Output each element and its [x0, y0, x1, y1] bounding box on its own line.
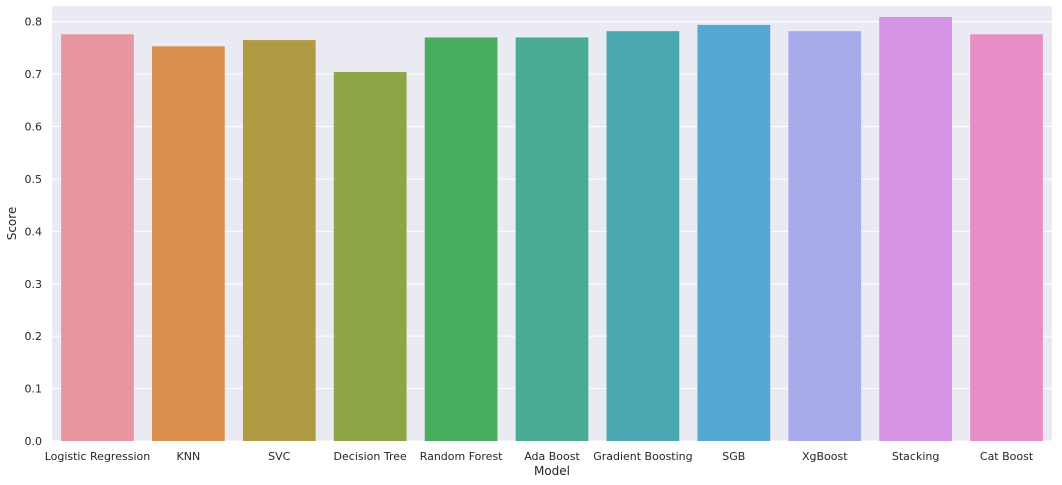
bar — [515, 37, 589, 442]
x-tick-label: Cat Boost — [980, 450, 1034, 463]
y-tick-label: 0.7 — [25, 68, 43, 81]
x-tick-label: SVC — [268, 450, 291, 463]
x-axis-ticks: Logistic Regression KNN SVC Decision Tree Ra… — [45, 450, 1034, 463]
x-tick-label: Random Forest — [420, 450, 503, 463]
bar — [61, 34, 134, 441]
y-axis-ticks: 0.0 0.1 0.2 0.3 0.4 0.5 0.6 0.7 0.8 — [25, 16, 43, 448]
bars — [61, 17, 1043, 442]
bar — [606, 31, 680, 442]
x-tick-label: SGB — [722, 450, 745, 463]
y-tick-label: 0.4 — [25, 225, 43, 238]
x-tick-label: Stacking — [892, 450, 939, 463]
bar — [242, 40, 316, 442]
bar — [333, 72, 407, 442]
x-tick-label: Logistic Regression — [45, 450, 151, 463]
y-tick-label: 0.3 — [25, 278, 43, 291]
y-axis-label: Score — [5, 207, 19, 241]
x-tick-label: KNN — [177, 450, 201, 463]
x-tick-label: Gradient Boosting — [593, 450, 692, 463]
y-tick-label: 0.8 — [25, 16, 43, 29]
x-tick-label: Ada Boost — [524, 450, 580, 463]
bar — [970, 34, 1043, 441]
y-tick-label: 0.5 — [25, 173, 43, 186]
bar — [788, 31, 862, 442]
y-tick-label: 0.2 — [25, 330, 43, 343]
y-tick-label: 0.0 — [25, 435, 43, 448]
x-axis-label: Model — [534, 464, 570, 478]
y-tick-label: 0.6 — [25, 121, 43, 134]
x-tick-label: XgBoost — [802, 450, 848, 463]
x-tick-label: Decision Tree — [334, 450, 407, 463]
y-tick-label: 0.1 — [25, 383, 43, 396]
bar — [152, 46, 225, 442]
bar — [697, 24, 771, 442]
bar — [879, 17, 952, 442]
bar — [424, 37, 498, 442]
